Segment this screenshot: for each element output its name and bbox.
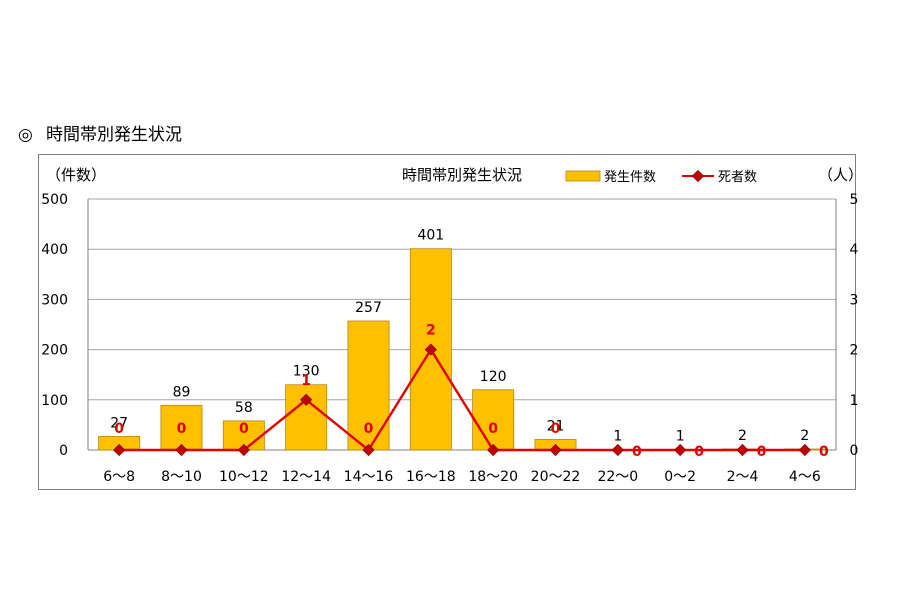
x-tick-label: 10～12 — [219, 469, 269, 485]
bar-value-label: 21 — [547, 418, 565, 434]
bar-value-label: 89 — [173, 384, 191, 400]
double-circle-icon: ◎ — [18, 125, 33, 145]
y-tick-label: 100 — [41, 393, 68, 409]
x-tick-label: 2～4 — [727, 469, 759, 485]
deaths-marker — [611, 443, 624, 457]
y2-tick-label: 2 — [850, 343, 859, 359]
y2-tick-label: 0 — [850, 443, 859, 459]
y-tick-label: 0 — [59, 443, 68, 459]
x-tick-label: 14～16 — [344, 469, 394, 485]
bar-value-label: 58 — [235, 400, 253, 416]
bar-value-label: 401 — [417, 228, 444, 244]
bar-value-label: 27 — [110, 415, 128, 431]
deaths-value-label: 0 — [114, 421, 124, 437]
deaths-marker — [798, 443, 811, 457]
deaths-value-label: 0 — [551, 421, 561, 437]
x-tick-label: 20～22 — [531, 469, 581, 485]
deaths-value-label: 0 — [694, 444, 704, 460]
deaths-value-label: 0 — [488, 421, 498, 437]
x-tick-label: 0～2 — [664, 469, 696, 485]
legend-line-marker — [691, 169, 705, 183]
legend-bar-label: 発生件数 — [604, 170, 656, 185]
x-tick-label: 8～10 — [161, 469, 202, 485]
deaths-value-label: 0 — [364, 421, 374, 437]
y2-tick-label: 4 — [850, 242, 859, 258]
bar-value-label: 130 — [293, 364, 320, 380]
x-tick-label: 12～14 — [281, 469, 331, 485]
deaths-value-label: 0 — [177, 421, 187, 437]
section-heading: ◎ 時間帯別発生状況 — [18, 120, 182, 145]
y2-tick-label: 1 — [850, 393, 859, 409]
deaths-value-label: 0 — [239, 421, 249, 437]
deaths-marker — [175, 443, 188, 457]
left-axis-title: （件数） — [46, 166, 106, 184]
deaths-marker — [424, 343, 437, 356]
bar — [160, 404, 203, 451]
bar — [472, 389, 515, 451]
deaths-marker — [237, 443, 250, 457]
section-heading-text: 時間帯別発生状況 — [46, 125, 182, 145]
x-tick-label: 16～18 — [406, 469, 456, 485]
y-tick-label: 200 — [41, 343, 68, 359]
right-axis-title: （人） — [818, 166, 863, 184]
bar-value-label: 1 — [613, 428, 622, 444]
bar-value-label: 2 — [738, 428, 747, 444]
y-tick-label: 300 — [41, 292, 68, 308]
x-tick-label: 22～0 — [597, 469, 638, 485]
deaths-value-label: 0 — [632, 444, 642, 460]
deaths-marker — [674, 443, 687, 457]
deaths-value-label: 2 — [426, 323, 436, 339]
y2-tick-label: 3 — [850, 292, 859, 308]
deaths-value-label: 0 — [819, 444, 829, 460]
x-tick-label: 6～8 — [103, 469, 135, 485]
deaths-marker — [362, 443, 375, 457]
bar-value-label: 257 — [355, 300, 382, 316]
x-tick-label: 18～20 — [468, 469, 518, 485]
deaths-marker — [300, 393, 313, 406]
bar-value-label: 2 — [800, 428, 809, 444]
deaths-marker — [487, 443, 500, 457]
chart-frame — [38, 154, 856, 490]
deaths-value-label: 0 — [757, 444, 767, 460]
deaths-line — [119, 347, 805, 452]
deaths-marker — [736, 443, 749, 457]
legend-bar-swatch — [565, 170, 601, 182]
legend-line-label: 死者数 — [718, 170, 757, 185]
bar-value-label: 120 — [480, 369, 507, 385]
deaths-marker — [113, 443, 126, 457]
y-tick-label: 400 — [41, 242, 68, 258]
y2-tick-label: 5 — [850, 192, 859, 208]
y-tick-label: 500 — [41, 192, 68, 208]
deaths-value-label: 1 — [301, 373, 311, 389]
x-tick-label: 4～6 — [789, 469, 821, 485]
bar-value-label: 1 — [676, 428, 685, 444]
deaths-marker — [549, 443, 562, 457]
chart-title: 時間帯別発生状況 — [402, 166, 522, 184]
